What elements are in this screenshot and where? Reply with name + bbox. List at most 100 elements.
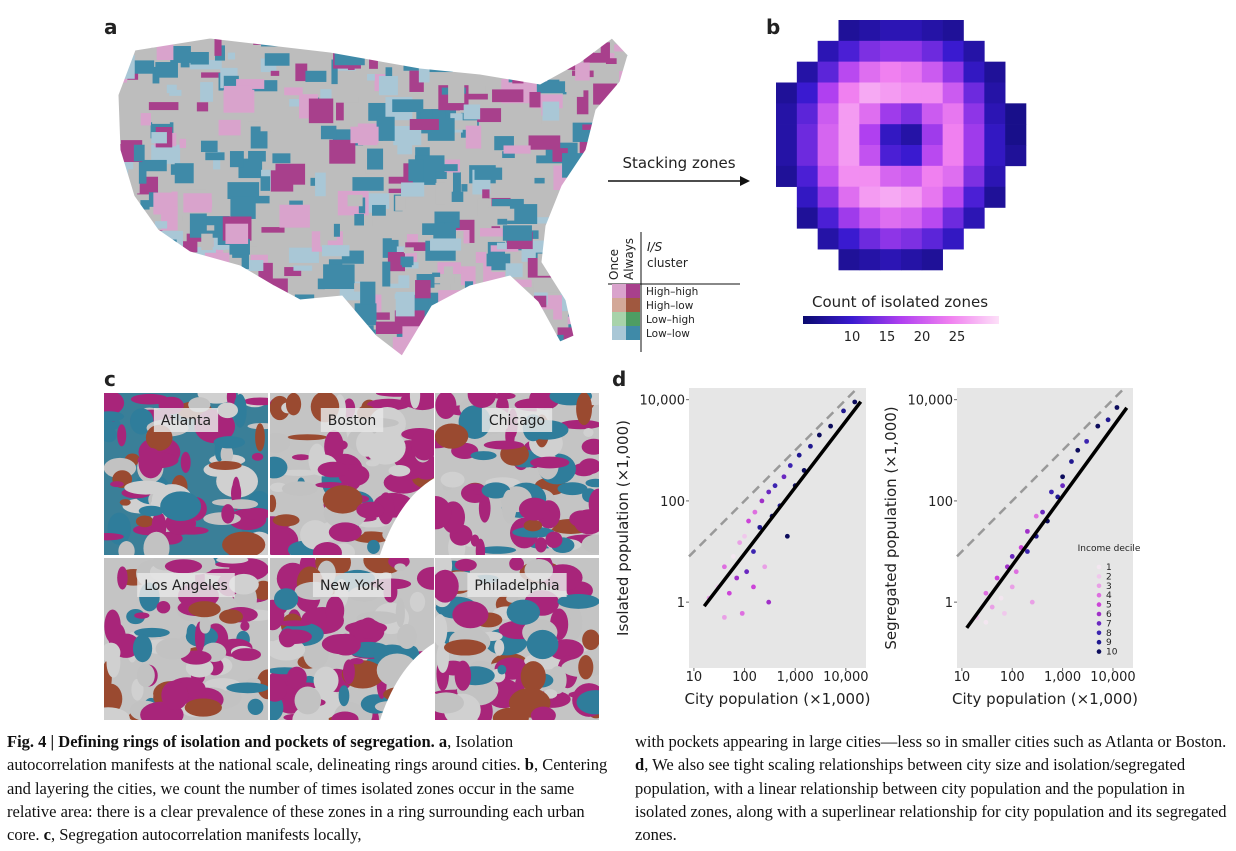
point xyxy=(766,489,772,495)
heatmap xyxy=(776,20,1027,271)
city-zone xyxy=(281,481,318,496)
map-zone xyxy=(438,290,462,309)
map-zone xyxy=(475,251,487,274)
heat-cell xyxy=(817,82,839,104)
map-zone xyxy=(311,100,323,106)
map-zone xyxy=(272,153,291,164)
heat-cell xyxy=(880,165,902,187)
city-zone xyxy=(220,444,234,465)
heat-cell xyxy=(796,61,818,83)
legend-swatch xyxy=(612,284,626,298)
map-zone xyxy=(534,177,545,184)
legend-marker xyxy=(1096,564,1102,570)
map-zone xyxy=(497,218,508,225)
map-zone xyxy=(528,135,561,150)
map-zone xyxy=(575,62,590,81)
map-zone xyxy=(537,253,553,276)
city-zone xyxy=(367,398,411,411)
heat-cell xyxy=(776,145,798,167)
city-zone xyxy=(208,460,242,471)
map-zone xyxy=(199,276,226,287)
heat-cell xyxy=(817,165,839,187)
city-zone xyxy=(520,661,546,692)
map-zone xyxy=(507,204,538,225)
map-zone xyxy=(409,118,439,130)
map-zone xyxy=(572,249,597,272)
heat-cell xyxy=(1005,145,1027,167)
figure: a b c d Stacking zones Once Always I/S c… xyxy=(104,15,1141,720)
map-zone xyxy=(295,63,308,82)
point xyxy=(808,443,813,449)
point xyxy=(841,408,846,414)
city-zone xyxy=(119,499,131,506)
map-zone xyxy=(492,89,524,103)
map-zone xyxy=(422,352,431,356)
x-tick-label: 10,000 xyxy=(1090,670,1136,685)
map-zone xyxy=(347,194,363,207)
heat-cell xyxy=(942,145,964,167)
city-zone xyxy=(130,393,169,405)
map-zone xyxy=(502,151,527,159)
map-zone xyxy=(468,335,485,355)
map-zone xyxy=(120,220,139,231)
city-zone xyxy=(557,482,588,496)
heat-cell xyxy=(859,145,881,167)
map-zone xyxy=(196,102,209,112)
map-zone xyxy=(148,102,179,111)
heat-cell xyxy=(921,249,943,271)
map-zone xyxy=(225,223,249,244)
caption-text: d xyxy=(635,755,645,775)
map-zone xyxy=(152,304,167,316)
map-zone xyxy=(321,245,350,257)
city-zone xyxy=(104,642,121,663)
map-zone xyxy=(437,216,456,223)
point xyxy=(1060,483,1065,489)
map-zone xyxy=(140,200,150,210)
map-zone xyxy=(389,260,399,284)
city-zone xyxy=(492,393,516,400)
map-zone xyxy=(248,150,266,162)
map-zone xyxy=(174,163,194,184)
map-zone xyxy=(489,38,510,42)
city-zone xyxy=(530,706,556,720)
caption-text: a xyxy=(434,732,448,751)
city-zone xyxy=(581,438,599,455)
point xyxy=(989,604,995,610)
map-zone xyxy=(150,292,173,317)
map-zone xyxy=(305,330,333,339)
heat-cell xyxy=(859,165,881,187)
heat-cell xyxy=(817,40,839,62)
legend-label: Low–low xyxy=(646,328,690,340)
point xyxy=(746,518,751,524)
heat-cell xyxy=(901,124,923,146)
map-zone xyxy=(505,263,523,278)
city-zone xyxy=(135,515,154,528)
city-label-box xyxy=(320,408,384,432)
point xyxy=(781,474,787,480)
map-zone xyxy=(227,182,260,200)
city-zone xyxy=(535,537,547,553)
heat-cell xyxy=(984,145,1006,167)
map-zone xyxy=(336,102,344,121)
city-zone xyxy=(199,617,211,634)
city-zone xyxy=(338,685,350,707)
heat-cell xyxy=(921,165,943,187)
heat-cell xyxy=(796,82,818,104)
city-zone xyxy=(559,419,599,430)
panel-letter: a xyxy=(104,15,118,39)
heat-cell xyxy=(984,61,1006,83)
city-zone xyxy=(104,683,123,714)
heat-cell xyxy=(838,207,860,229)
map-zone xyxy=(137,39,153,48)
heat-cell xyxy=(859,207,881,229)
point xyxy=(796,452,802,458)
map-zone xyxy=(151,132,167,144)
map-zone xyxy=(311,325,327,338)
map-zone xyxy=(523,338,533,356)
map-zone xyxy=(562,341,576,351)
city-zone xyxy=(222,531,266,555)
heat-cell xyxy=(901,145,923,167)
city-zone xyxy=(483,440,525,450)
map-zone xyxy=(626,340,628,354)
city-map: Chicago xyxy=(435,393,599,555)
